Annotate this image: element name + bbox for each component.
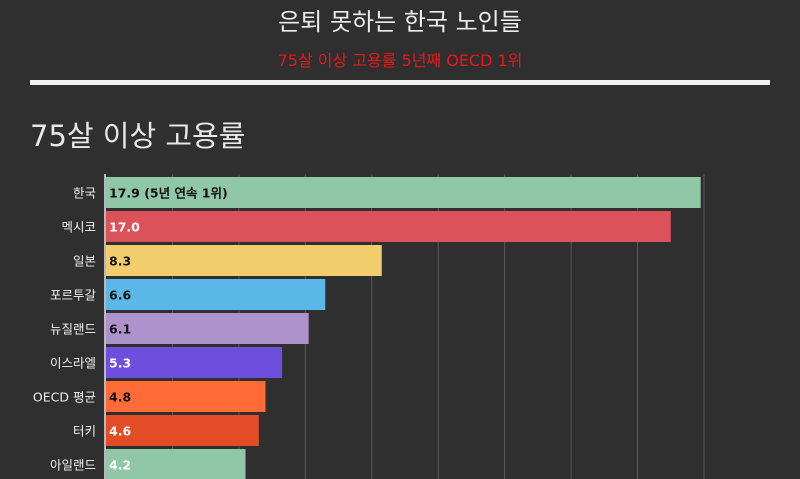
bar-value-label: 17.9 (5년 연속 1위): [109, 186, 228, 201]
category-label: 뉴질랜드: [50, 322, 96, 337]
category-label: 멕시코: [61, 220, 96, 235]
category-label: 터키: [73, 424, 96, 439]
page-title: 은퇴 못하는 한국 노인들: [278, 8, 522, 36]
bar: [106, 313, 309, 344]
bar-value-label: 4.2: [109, 458, 131, 473]
bar: [106, 449, 246, 479]
bar-value-label: 6.6: [109, 288, 131, 303]
bar: [106, 245, 382, 276]
bar-value-label: 4.6: [109, 424, 131, 439]
bar: [106, 381, 266, 412]
category-label: 일본: [73, 254, 96, 269]
category-label: 아일랜드: [50, 458, 96, 473]
category-label: 한국: [73, 186, 96, 201]
bar: [106, 279, 326, 310]
bar-value-label: 6.1: [109, 322, 131, 337]
page-subtitle: 75살 이상 고용률 5년째 OECD 1위: [277, 51, 523, 70]
category-label: 포르투갈: [50, 288, 97, 303]
chart-bars: 17.9 (5년 연속 1위) 한국 17.0 멕시코 8.3 일본 6.6 포르투갈 6.1 뉴…: [33, 177, 701, 479]
bar-value-label: 8.3: [109, 254, 131, 269]
category-label: 이스라엘: [50, 356, 96, 371]
chart-title: 75살 이상 고용률: [30, 119, 246, 153]
bar-value-label: 5.3: [109, 356, 131, 371]
bar-value-label: 17.0: [109, 220, 140, 235]
header-divider: [30, 80, 770, 85]
bar: [106, 347, 283, 378]
bar: [106, 177, 701, 208]
category-label: OECD 평균: [33, 390, 96, 405]
bar-value-label: 4.8: [109, 390, 131, 405]
bar: [106, 211, 671, 242]
bar: [106, 415, 259, 446]
